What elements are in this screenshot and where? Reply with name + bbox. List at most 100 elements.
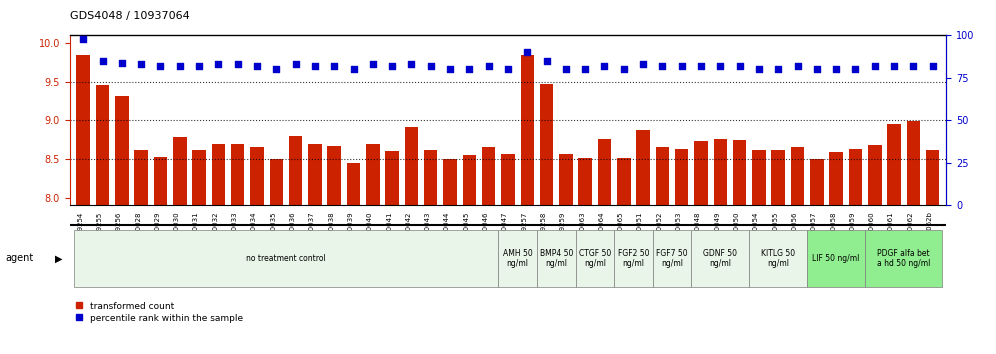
Point	[597, 63, 613, 69]
Bar	[347, 163, 361, 354]
Point	[327, 63, 343, 69]
Bar	[462, 155, 476, 354]
FancyBboxPatch shape	[866, 230, 942, 287]
Bar	[250, 147, 264, 354]
Point	[384, 63, 400, 69]
Bar	[96, 85, 110, 354]
Point	[152, 63, 168, 69]
Bar	[116, 96, 128, 354]
Point	[867, 63, 882, 69]
Point	[114, 60, 129, 65]
FancyBboxPatch shape	[652, 230, 691, 287]
Text: PDGF alfa bet
a hd 50 ng/ml: PDGF alfa bet a hd 50 ng/ml	[877, 249, 930, 268]
Bar	[733, 140, 746, 354]
Bar	[713, 139, 727, 354]
Bar	[404, 126, 418, 354]
Text: BMP4 50
ng/ml: BMP4 50 ng/ml	[540, 249, 573, 268]
Bar	[211, 143, 225, 354]
Point	[365, 62, 380, 67]
Point	[654, 63, 670, 69]
Text: GDS4048 / 10937064: GDS4048 / 10937064	[70, 11, 189, 21]
Bar	[579, 158, 592, 354]
Text: KITLG 50
ng/ml: KITLG 50 ng/ml	[761, 249, 795, 268]
Point	[673, 63, 689, 69]
Point	[481, 63, 497, 69]
Bar	[810, 159, 824, 354]
Point	[770, 67, 786, 72]
Text: LIF 50 ng/ml: LIF 50 ng/ml	[813, 254, 860, 263]
Bar	[830, 152, 843, 354]
Point	[635, 62, 651, 67]
Bar	[906, 121, 920, 354]
Bar	[791, 147, 805, 354]
Bar	[153, 158, 167, 354]
Point	[539, 58, 555, 64]
Point	[442, 67, 458, 72]
Bar	[868, 145, 881, 354]
Point	[751, 67, 767, 72]
Bar	[367, 144, 379, 354]
Bar	[134, 150, 148, 354]
Point	[76, 36, 92, 42]
Point	[848, 67, 864, 72]
Bar	[385, 151, 398, 354]
Legend: transformed count, percentile rank within the sample: transformed count, percentile rank withi…	[75, 302, 244, 323]
Text: ▶: ▶	[55, 253, 63, 263]
FancyBboxPatch shape	[807, 230, 866, 287]
Point	[191, 63, 207, 69]
Bar	[308, 143, 322, 354]
Point	[519, 50, 535, 55]
Point	[500, 67, 516, 72]
Bar	[173, 137, 186, 354]
Bar	[887, 124, 900, 354]
Point	[578, 67, 594, 72]
FancyBboxPatch shape	[576, 230, 615, 287]
Point	[732, 63, 748, 69]
Point	[288, 62, 304, 67]
Bar	[192, 150, 206, 354]
Point	[171, 63, 187, 69]
FancyBboxPatch shape	[74, 230, 498, 287]
Bar	[482, 147, 495, 354]
Text: GDNF 50
ng/ml: GDNF 50 ng/ml	[703, 249, 737, 268]
Point	[230, 62, 246, 67]
Bar	[772, 150, 785, 354]
Point	[924, 63, 940, 69]
FancyBboxPatch shape	[498, 230, 537, 287]
Bar	[328, 146, 341, 354]
Bar	[270, 159, 283, 354]
FancyBboxPatch shape	[749, 230, 807, 287]
Bar	[77, 56, 90, 354]
Point	[905, 63, 921, 69]
Text: FGF2 50
ng/ml: FGF2 50 ng/ml	[618, 249, 649, 268]
Bar	[694, 141, 708, 354]
Text: agent: agent	[5, 253, 33, 263]
Text: CTGF 50
ng/ml: CTGF 50 ng/ml	[579, 249, 611, 268]
Bar	[289, 136, 303, 354]
Point	[461, 67, 477, 72]
Point	[249, 63, 265, 69]
Bar	[849, 149, 863, 354]
Text: AMH 50
ng/ml: AMH 50 ng/ml	[503, 249, 533, 268]
Point	[133, 62, 149, 67]
Bar	[636, 130, 649, 354]
Point	[712, 63, 728, 69]
Bar	[675, 149, 688, 354]
Point	[886, 63, 902, 69]
Point	[829, 67, 845, 72]
Point	[422, 63, 438, 69]
Bar	[231, 143, 244, 354]
Bar	[521, 56, 534, 354]
Point	[210, 62, 226, 67]
Point	[346, 67, 362, 72]
Bar	[752, 150, 766, 354]
Bar	[501, 154, 515, 354]
Text: no treatment control: no treatment control	[246, 254, 326, 263]
Point	[307, 63, 323, 69]
Bar	[598, 139, 612, 354]
FancyBboxPatch shape	[691, 230, 749, 287]
Point	[558, 67, 574, 72]
Point	[268, 67, 284, 72]
Point	[95, 58, 111, 64]
Point	[790, 63, 806, 69]
